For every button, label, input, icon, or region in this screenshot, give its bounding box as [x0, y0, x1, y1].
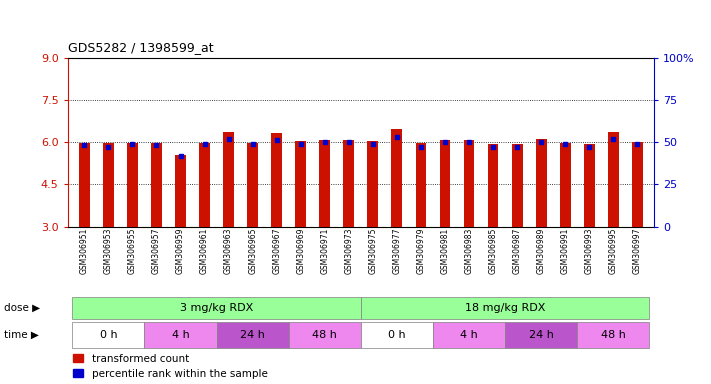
Bar	[584, 144, 594, 227]
Bar	[295, 141, 306, 227]
Bar	[343, 140, 354, 227]
Text: 24 h: 24 h	[529, 330, 554, 340]
FancyBboxPatch shape	[217, 322, 289, 348]
Legend: transformed count, percentile rank within the sample: transformed count, percentile rank withi…	[73, 354, 267, 379]
FancyBboxPatch shape	[433, 322, 505, 348]
Bar	[632, 142, 643, 227]
Bar	[79, 144, 90, 227]
Bar	[392, 129, 402, 227]
Bar	[368, 141, 378, 227]
Bar	[223, 132, 234, 227]
Bar	[512, 144, 523, 227]
Text: time ▶: time ▶	[4, 330, 38, 340]
Bar	[319, 140, 330, 227]
Bar	[560, 142, 571, 227]
FancyBboxPatch shape	[73, 322, 144, 348]
FancyBboxPatch shape	[505, 322, 577, 348]
Text: 48 h: 48 h	[312, 330, 337, 340]
FancyBboxPatch shape	[361, 297, 649, 319]
Bar	[488, 144, 498, 227]
FancyBboxPatch shape	[289, 322, 361, 348]
Bar	[151, 143, 162, 227]
Bar	[415, 144, 427, 227]
Bar	[439, 140, 450, 227]
Bar	[535, 139, 547, 227]
FancyBboxPatch shape	[361, 322, 433, 348]
Bar	[464, 140, 474, 227]
Bar	[199, 142, 210, 227]
Text: dose ▶: dose ▶	[4, 303, 40, 313]
Text: 0 h: 0 h	[388, 330, 406, 340]
Bar	[127, 142, 138, 227]
Text: 0 h: 0 h	[100, 330, 117, 340]
FancyBboxPatch shape	[577, 322, 649, 348]
Text: 4 h: 4 h	[460, 330, 478, 340]
Text: 18 mg/kg RDX: 18 mg/kg RDX	[465, 303, 545, 313]
Text: 4 h: 4 h	[171, 330, 189, 340]
Bar	[103, 144, 114, 227]
Text: 3 mg/kg RDX: 3 mg/kg RDX	[180, 303, 253, 313]
FancyBboxPatch shape	[144, 322, 217, 348]
Text: 24 h: 24 h	[240, 330, 265, 340]
Text: GDS5282 / 1398599_at: GDS5282 / 1398599_at	[68, 41, 213, 54]
FancyBboxPatch shape	[73, 297, 361, 319]
Bar	[175, 155, 186, 227]
Bar	[272, 133, 282, 227]
Bar	[247, 142, 258, 227]
Text: 48 h: 48 h	[601, 330, 626, 340]
Bar	[608, 132, 619, 227]
